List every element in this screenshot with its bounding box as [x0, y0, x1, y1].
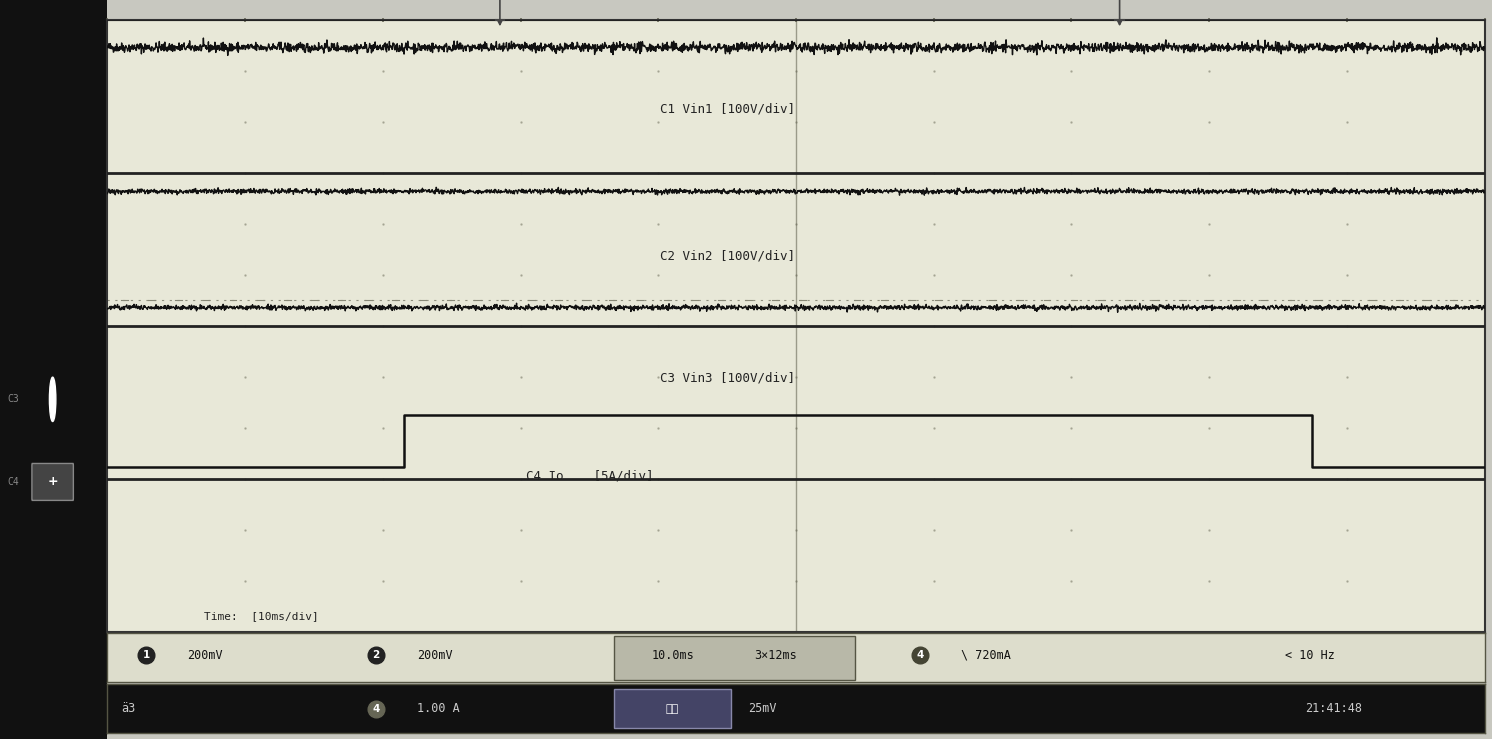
Text: 3×12ms: 3×12ms: [755, 649, 797, 661]
Text: 1: 1: [142, 650, 149, 660]
Text: C1 Vin1 [100V/div]: C1 Vin1 [100V/div]: [659, 102, 795, 115]
Text: ä3: ä3: [121, 702, 136, 715]
Text: 200mV: 200mV: [188, 649, 222, 661]
Text: 21:41:48: 21:41:48: [1306, 702, 1362, 715]
Text: < 10 Hz: < 10 Hz: [1285, 649, 1335, 661]
Text: C4 Io    [5A/div]: C4 Io [5A/div]: [525, 469, 653, 483]
Text: C3: C3: [7, 395, 19, 404]
Bar: [615, 689, 731, 728]
Text: 4: 4: [916, 650, 924, 660]
Text: 25mV: 25mV: [747, 702, 776, 715]
Text: 2: 2: [373, 650, 379, 660]
Text: 10.0ms: 10.0ms: [652, 649, 694, 661]
Text: Time:  [10ms/div]: Time: [10ms/div]: [204, 612, 319, 621]
FancyBboxPatch shape: [31, 463, 73, 500]
Bar: [615, 636, 855, 680]
Text: C4: C4: [7, 477, 19, 487]
Text: 1.00 A: 1.00 A: [418, 702, 460, 715]
Text: 平均: 平均: [665, 704, 679, 714]
Text: C2 Vin2 [100V/div]: C2 Vin2 [100V/div]: [659, 249, 795, 262]
Text: C3 Vin3 [100V/div]: C3 Vin3 [100V/div]: [659, 372, 795, 384]
Text: 200mV: 200mV: [418, 649, 454, 661]
Text: \ 720mA: \ 720mA: [961, 649, 1012, 661]
Text: 4: 4: [373, 704, 379, 714]
Circle shape: [49, 377, 55, 421]
Text: +: +: [48, 475, 58, 488]
